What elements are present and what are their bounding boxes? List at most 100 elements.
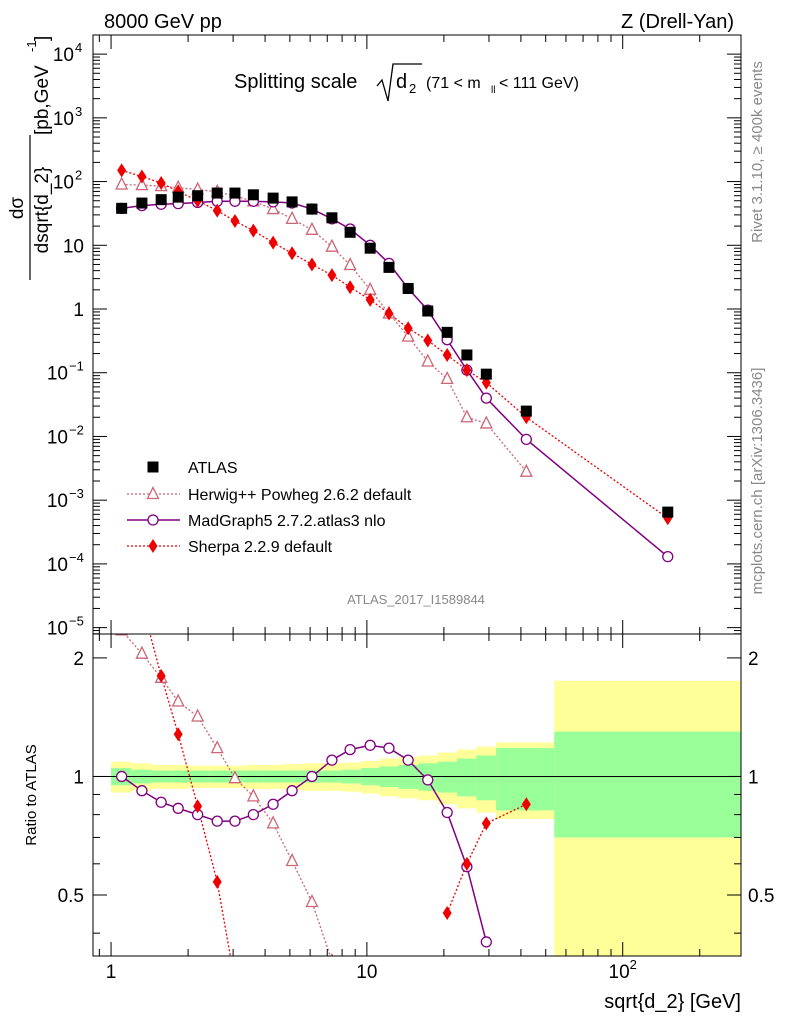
main-point-herwig	[343, 257, 357, 271]
legend-marker-sherpa	[148, 539, 158, 553]
main-point-sherpa	[365, 292, 375, 307]
main-line-herwig	[121, 183, 527, 473]
main-point-madgraph5	[520, 433, 532, 446]
main-y-tick-sup: 3	[75, 104, 82, 119]
main-point-madgraph5	[480, 392, 492, 404]
main-point-herwig	[325, 238, 339, 252]
ratio-band-total	[554, 680, 741, 956]
main-point-atlas	[286, 196, 298, 208]
main-series-lines	[121, 169, 669, 558]
ratio-y-tick-label: 0.5	[58, 886, 84, 907]
main-series-markers	[115, 163, 674, 563]
ratio-point-sherpa	[230, 975, 239, 989]
ratio-uncertainty-bands	[111, 680, 741, 956]
main-point-atlas	[267, 192, 279, 204]
main-point-sherpa	[268, 235, 278, 250]
main-point-sherpa	[287, 246, 297, 261]
main-y-tick-sup: 4	[75, 40, 82, 55]
ratio-band-stat	[476, 755, 497, 801]
title-range-a: (71 < m	[426, 75, 481, 92]
main-point-sherpa	[403, 321, 413, 336]
title-range-b: < 111 GeV)	[499, 75, 579, 92]
main-point-atlas	[441, 326, 453, 338]
ylabel-units-close: ]	[32, 36, 53, 41]
main-point-atlas	[461, 349, 473, 361]
main-point-herwig	[460, 409, 474, 423]
ratio-point-sherpa	[212, 874, 222, 889]
ratio-point-sherpa	[117, 537, 126, 551]
ratio-frame	[92, 633, 742, 957]
ratio-point-herwig	[266, 815, 280, 829]
ratio-point-sherpa	[481, 816, 491, 831]
ratio-line-herwig	[123, 634, 331, 956]
ratio-point-madgraph5	[480, 936, 492, 948]
legend: ATLAS Herwig++ Powheg 2.6.2 default MadGra…	[127, 460, 412, 556]
main-point-sherpa	[156, 175, 166, 190]
main-y-tick-sup: −4	[69, 550, 84, 565]
sqrt-symbol	[376, 63, 422, 102]
ratio-point-madgraph5	[229, 815, 241, 827]
x-tick-label: 1	[106, 962, 117, 983]
main-point-sherpa	[137, 169, 147, 184]
main-point-sherpa	[442, 347, 452, 362]
main-point-sherpa	[462, 363, 472, 378]
ratio-point-sherpa	[193, 799, 203, 814]
main-y-tick-sup: 2	[75, 168, 82, 183]
ratio-point-madgraph5	[136, 785, 148, 797]
main-point-atlas	[326, 212, 338, 224]
ratio-point-herwig	[191, 708, 205, 722]
ylabel-dsigma: dσ	[7, 197, 28, 220]
title-range-sub: ll	[491, 85, 495, 96]
mcplots-label: mcplots.cern.ch [arXiv:1306.3436]	[749, 368, 766, 595]
main-point-madgraph5	[662, 550, 674, 563]
title-symbol-sub: 2	[409, 81, 416, 96]
main-y-tick-label: 10	[53, 173, 74, 194]
legend-marker-atlas	[147, 461, 159, 473]
main-point-atlas	[520, 405, 532, 417]
legend-marker-madgraph5	[147, 514, 159, 526]
header-left: 8000 GeV pp	[104, 11, 222, 33]
main-point-sherpa	[307, 257, 317, 272]
main-point-sherpa	[212, 203, 222, 218]
main-point-herwig	[421, 353, 435, 367]
x-tick-label: 10	[356, 962, 377, 983]
ratio-point-madgraph5	[247, 808, 260, 821]
ratio-band-stat	[456, 758, 477, 797]
main-point-herwig	[401, 328, 415, 342]
ratio-point-sherpa	[137, 596, 146, 610]
main-point-herwig	[285, 210, 299, 224]
main-point-atlas	[211, 187, 223, 199]
ylabel-units: [pb,GeV	[32, 65, 53, 135]
ratio-point-herwig	[115, 634, 129, 636]
main-y-tick-label: 10	[63, 236, 84, 257]
ylabel-denominator: dsqrt{d_2}	[32, 167, 53, 254]
main-point-atlas	[364, 242, 376, 254]
main-line-sherpa	[121, 169, 669, 519]
header-right: Z (Drell-Yan)	[621, 11, 734, 33]
ratio-point-herwig	[171, 693, 185, 707]
main-y-tick-sup: −2	[69, 422, 84, 437]
main-point-herwig	[519, 463, 533, 477]
ratio-point-madgraph5	[441, 806, 453, 819]
ratio-band-stat	[437, 761, 457, 793]
ratio-ticks: 0.5 0.5 1 1 2 2	[58, 634, 774, 956]
x-tick-labels: 1 10 102	[106, 957, 637, 983]
legend-marker-herwig	[146, 486, 160, 500]
ratio-point-sherpa	[442, 906, 452, 921]
main-point-atlas	[383, 261, 395, 273]
x-tick-label: 102	[609, 957, 637, 983]
main-point-sherpa	[230, 214, 240, 229]
main-point-atlas	[344, 226, 356, 238]
main-y-tick-label: 10	[47, 491, 68, 512]
main-ylabel: dσ dsqrt{d_2} [pb,GeV -1 ]	[7, 36, 53, 280]
main-y-tick-sup: −3	[69, 486, 84, 501]
ylabel-units-sup: -1	[24, 40, 39, 52]
main-y-tick-label: 10	[53, 109, 74, 130]
main-y-tick-label: 10	[47, 619, 68, 640]
main-point-sherpa	[423, 333, 433, 348]
main-point-atlas	[662, 506, 674, 518]
main-y-tick-label: 10	[47, 427, 68, 448]
